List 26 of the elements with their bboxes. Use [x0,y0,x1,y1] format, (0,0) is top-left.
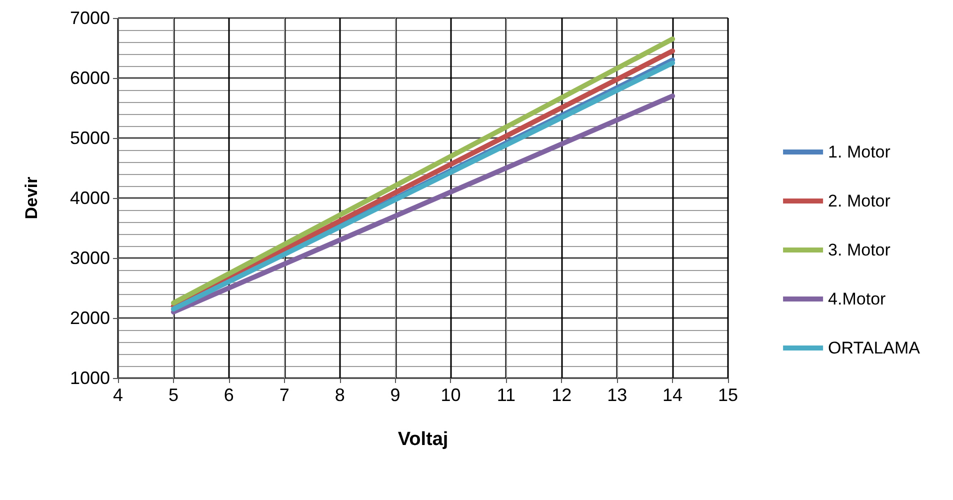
x-tick-label: 15 [718,385,738,405]
x-tick-label: 14 [662,385,683,405]
x-tick-label: 5 [168,385,178,405]
y-tick-label: 1000 [70,368,110,388]
x-axis-title: Voltaj [398,429,448,450]
x-tick-label: 13 [607,385,628,405]
x-tick-label: 7 [279,385,290,405]
legend-label: 4.Motor [828,290,886,308]
x-tick-label: 11 [496,385,516,405]
y-tick-label: 3000 [70,248,110,268]
x-tick-label: 8 [334,385,345,405]
y-axis-title: Devir [22,176,41,220]
legend-label: 2. Motor [828,192,891,210]
x-tick-label: 6 [224,385,234,405]
legend-label: 3. Motor [828,240,891,260]
y-tick-label: 4000 [70,188,110,208]
x-tick-label: 4 [112,385,124,405]
x-tick-label: 9 [390,385,400,405]
y-tick-label: 7000 [70,8,110,28]
legend-label: ORTALAMA [828,338,921,358]
y-tick-label: 2000 [70,308,110,328]
x-tick-label: 12 [552,385,572,405]
legend-label: 1. Motor [828,142,891,162]
x-tick-label: 10 [440,385,461,405]
y-tick-label: 6000 [70,68,110,88]
y-tick-label: 5000 [70,128,110,148]
